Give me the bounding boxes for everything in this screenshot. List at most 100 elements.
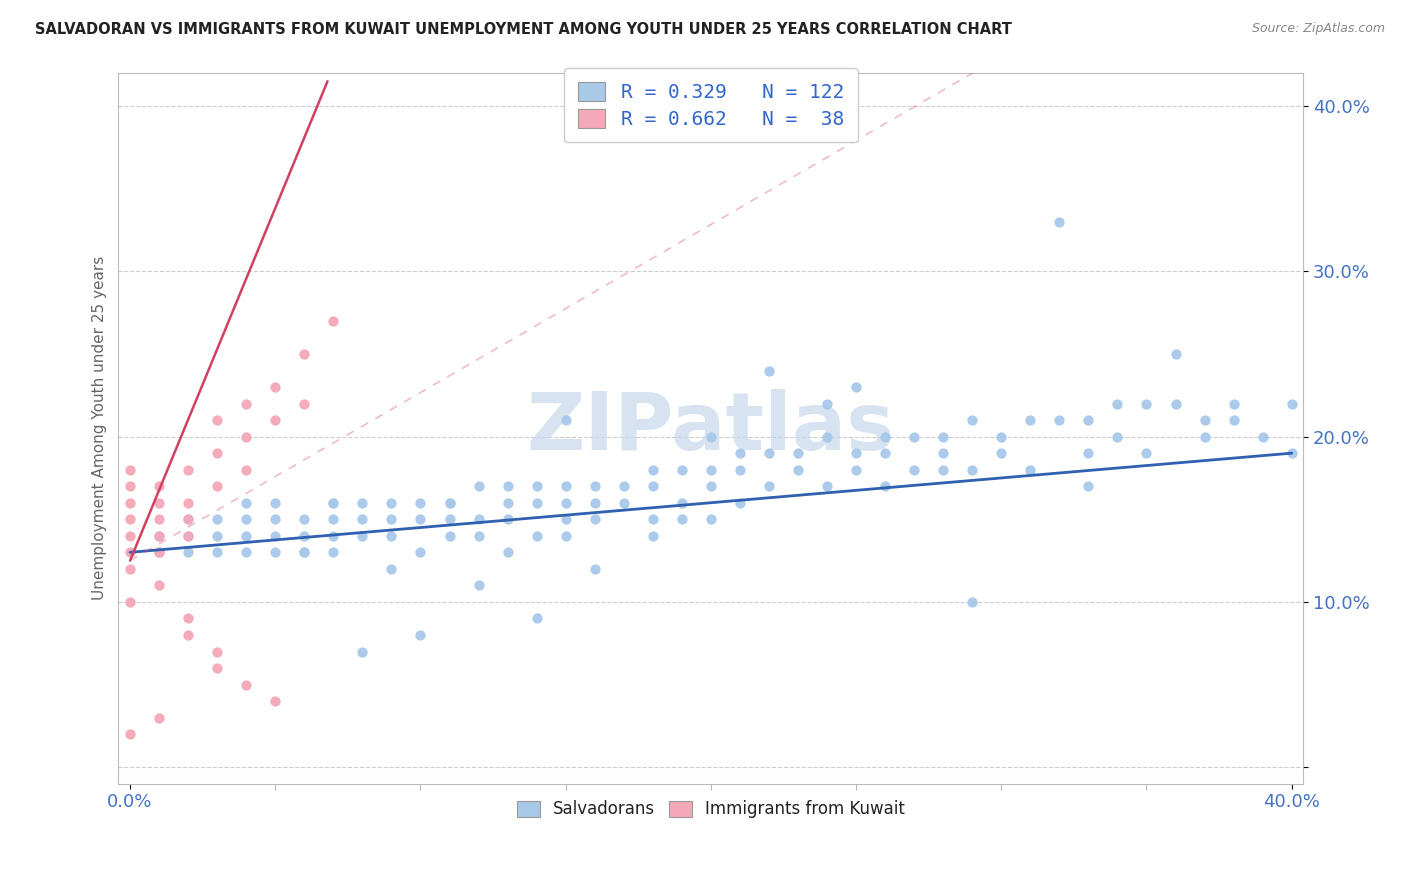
Point (177, 529, 200, 543)
Point (120, 496, 142, 510)
Point (1019, 463, 1042, 477)
Point (264, 413, 287, 427)
Point (1107, 429, 1129, 443)
Point (352, 644, 374, 658)
Point (671, 463, 693, 477)
Point (235, 429, 257, 443)
Point (787, 463, 810, 477)
Point (235, 396, 257, 410)
Point (292, 545, 315, 559)
Point (148, 545, 170, 559)
Point (671, 496, 693, 510)
Point (641, 463, 664, 477)
Point (292, 347, 315, 361)
Point (235, 512, 257, 526)
Point (1164, 347, 1187, 361)
Point (264, 496, 287, 510)
Point (845, 446, 868, 460)
Point (148, 512, 170, 526)
Point (148, 545, 170, 559)
Point (467, 578, 489, 592)
Point (613, 496, 636, 510)
Point (496, 545, 519, 559)
Point (264, 512, 287, 526)
Point (380, 529, 402, 543)
Point (960, 413, 983, 427)
Point (496, 512, 519, 526)
Point (815, 479, 838, 493)
Text: Source: ZipAtlas.com: Source: ZipAtlas.com (1251, 22, 1385, 36)
Point (932, 463, 955, 477)
Point (845, 463, 868, 477)
Point (148, 711, 170, 725)
Point (787, 446, 810, 460)
Point (526, 496, 548, 510)
Point (439, 496, 461, 510)
Point (120, 463, 142, 477)
Point (932, 446, 955, 460)
Point (1222, 396, 1244, 410)
Point (1047, 413, 1070, 427)
Point (467, 529, 489, 543)
Point (322, 512, 344, 526)
Point (264, 529, 287, 543)
Point (1077, 413, 1099, 427)
Point (583, 479, 606, 493)
Point (613, 479, 636, 493)
Point (205, 446, 228, 460)
Point (148, 529, 170, 543)
Point (1077, 446, 1099, 460)
Point (120, 545, 142, 559)
Point (352, 496, 374, 510)
Point (177, 529, 200, 543)
Point (120, 595, 142, 609)
Point (845, 380, 868, 394)
Text: SALVADORAN VS IMMIGRANTS FROM KUWAIT UNEMPLOYMENT AMONG YOUTH UNDER 25 YEARS COR: SALVADORAN VS IMMIGRANTS FROM KUWAIT UNE… (35, 22, 1012, 37)
Point (439, 512, 461, 526)
Point (235, 463, 257, 477)
Point (526, 611, 548, 625)
Point (990, 446, 1012, 460)
Point (700, 512, 723, 526)
Point (700, 429, 723, 443)
Point (671, 512, 693, 526)
Point (1107, 396, 1129, 410)
Point (292, 529, 315, 543)
Point (554, 529, 576, 543)
Point (554, 413, 576, 427)
Point (148, 578, 170, 592)
Point (583, 562, 606, 576)
Point (554, 496, 576, 510)
Point (148, 496, 170, 510)
Point (352, 512, 374, 526)
Legend: Salvadorans, Immigrants from Kuwait: Salvadorans, Immigrants from Kuwait (510, 794, 912, 825)
Point (380, 562, 402, 576)
Point (526, 529, 548, 543)
Point (205, 644, 228, 658)
Point (1194, 429, 1216, 443)
Point (177, 628, 200, 642)
Point (903, 429, 925, 443)
Point (120, 562, 142, 576)
Point (292, 512, 315, 526)
Point (641, 479, 664, 493)
Point (554, 479, 576, 493)
Point (235, 529, 257, 543)
Point (1281, 446, 1303, 460)
Point (1194, 413, 1216, 427)
Point (990, 429, 1012, 443)
Point (322, 496, 344, 510)
Point (409, 545, 432, 559)
Point (467, 512, 489, 526)
Point (148, 529, 170, 543)
Point (1164, 396, 1187, 410)
Point (496, 496, 519, 510)
Point (205, 413, 228, 427)
Point (758, 479, 780, 493)
Point (177, 496, 200, 510)
Point (1019, 413, 1042, 427)
Point (439, 496, 461, 510)
Point (903, 463, 925, 477)
Point (292, 545, 315, 559)
Point (1281, 396, 1303, 410)
